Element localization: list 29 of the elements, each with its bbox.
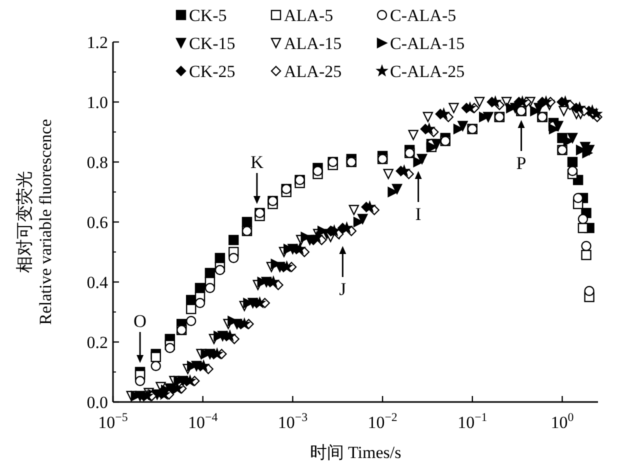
- x-axis-title: 时间 Times/s: [310, 443, 402, 462]
- ytick: 1.2: [86, 33, 108, 52]
- annotation: J: [339, 279, 346, 299]
- legend-label: ALA-15: [284, 34, 342, 53]
- y-axis-title: 相对可变荧光 Relative variable fluorescence: [15, 119, 55, 325]
- legend-label: CK-15: [189, 34, 236, 53]
- legend-label: C-ALA-5: [390, 6, 456, 25]
- x-tick-label: 10$^{−5}$: [98, 410, 128, 432]
- ytick: 0.2: [86, 333, 108, 352]
- ytick: 0.4: [86, 273, 108, 292]
- ytick: 1.0: [86, 93, 108, 112]
- annotation: O: [134, 311, 147, 331]
- x-tick-label: 10$^{−1}$: [458, 410, 488, 432]
- legend-label: ALA-25: [284, 62, 342, 81]
- ytick: 0.6: [86, 213, 108, 232]
- annotation: P: [516, 153, 526, 173]
- x-tick-label: 10$^{−2}$: [368, 410, 398, 432]
- legend-label: C-ALA-25: [390, 62, 465, 81]
- x-tick-label: 10$^{−4}$: [188, 410, 218, 432]
- legend-label: CK-5: [189, 6, 227, 25]
- legend-label: CK-25: [189, 62, 236, 81]
- x-tick-label: 10$^{−3}$: [278, 410, 308, 432]
- ytick: 0.0: [86, 393, 108, 412]
- annotation: I: [415, 204, 422, 224]
- ytick: 0.8: [86, 153, 108, 172]
- x-tick-label: 10$^{0}$: [550, 410, 574, 432]
- legend-label: ALA-5: [284, 6, 334, 25]
- legend-label: C-ALA-15: [390, 34, 465, 53]
- annotation: K: [250, 152, 264, 172]
